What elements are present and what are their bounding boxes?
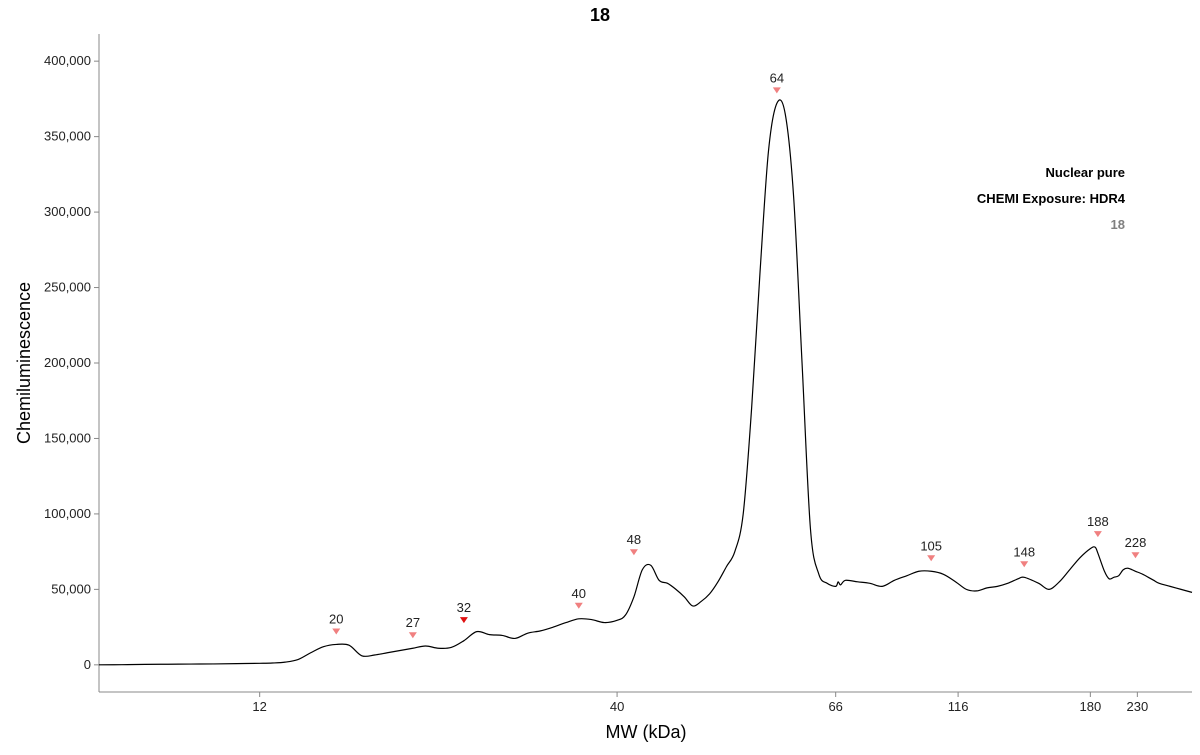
y-tick-label: 400,000 bbox=[44, 53, 91, 68]
peak-marker-triangle bbox=[772, 87, 781, 94]
peak-marker-triangle bbox=[459, 617, 468, 624]
peak-markers: 20 27 32 40 48 64 105 148 188 228 bbox=[329, 70, 1147, 639]
peak-marker-triangle bbox=[1020, 561, 1029, 568]
y-ticks: 0 50,000 100,000 150,000 200,000 250,000 300,0… bbox=[44, 53, 99, 672]
y-tick-label: 0 bbox=[84, 657, 91, 672]
peak-marker-triangle bbox=[408, 632, 417, 639]
peak-label: 148 bbox=[1013, 544, 1035, 559]
legend-entry: 18 bbox=[1111, 217, 1125, 232]
y-axis-label: Chemiluminescence bbox=[14, 282, 34, 444]
x-tick-label: 66 bbox=[828, 699, 842, 714]
x-tick-label: 12 bbox=[252, 699, 266, 714]
peak-label: 48 bbox=[627, 532, 641, 547]
peak-label: 105 bbox=[920, 538, 942, 553]
legend-entry: Nuclear pure bbox=[1046, 165, 1125, 180]
peak-marker[interactable]: 188 bbox=[1087, 514, 1109, 538]
x-ticks: 12 40 66 116 180 230 bbox=[252, 692, 1148, 714]
peak-marker[interactable]: 64 bbox=[770, 70, 784, 94]
x-tick-label: 116 bbox=[948, 699, 969, 714]
peak-marker[interactable]: 20 bbox=[329, 611, 343, 635]
peak-marker[interactable]: 32 bbox=[457, 600, 471, 624]
peak-marker[interactable]: 105 bbox=[920, 538, 942, 562]
peak-label: 228 bbox=[1125, 535, 1147, 550]
peak-marker-triangle bbox=[927, 555, 936, 562]
y-tick-label: 150,000 bbox=[44, 430, 91, 445]
peak-marker[interactable]: 27 bbox=[406, 615, 420, 639]
peak-marker-triangle bbox=[332, 628, 341, 635]
peak-marker-triangle bbox=[1093, 531, 1102, 538]
peak-marker[interactable]: 148 bbox=[1013, 544, 1035, 568]
peak-label: 40 bbox=[572, 586, 586, 601]
peak-label: 20 bbox=[329, 611, 343, 626]
peak-marker[interactable]: 48 bbox=[627, 532, 641, 556]
peak-marker-triangle bbox=[574, 602, 583, 609]
x-tick-label: 40 bbox=[610, 699, 624, 714]
legend-entry: CHEMI Exposure: HDR4 bbox=[977, 191, 1126, 206]
peak-label: 27 bbox=[406, 615, 420, 630]
peak-marker[interactable]: 228 bbox=[1125, 535, 1147, 559]
y-tick-label: 100,000 bbox=[44, 506, 91, 521]
peak-marker-triangle bbox=[629, 549, 638, 556]
y-tick-label: 300,000 bbox=[44, 204, 91, 219]
peak-marker-triangle bbox=[1131, 552, 1140, 559]
series-layer bbox=[98, 99, 1193, 666]
peak-label: 64 bbox=[770, 70, 784, 85]
y-tick-label: 250,000 bbox=[44, 280, 91, 295]
y-tick-label: 50,000 bbox=[51, 581, 91, 596]
chart-title: 18 bbox=[590, 5, 610, 25]
peak-label: 188 bbox=[1087, 514, 1109, 529]
x-tick-label: 230 bbox=[1126, 699, 1148, 714]
y-tick-label: 350,000 bbox=[44, 129, 91, 144]
legend: Nuclear pure CHEMI Exposure: HDR4 18 bbox=[977, 165, 1126, 232]
x-axis-label: MW (kDa) bbox=[606, 722, 687, 742]
y-tick-label: 200,000 bbox=[44, 355, 91, 370]
series-line bbox=[98, 99, 1193, 666]
peak-label: 32 bbox=[457, 600, 471, 615]
x-tick-label: 180 bbox=[1079, 699, 1101, 714]
peak-marker[interactable]: 40 bbox=[572, 586, 586, 609]
